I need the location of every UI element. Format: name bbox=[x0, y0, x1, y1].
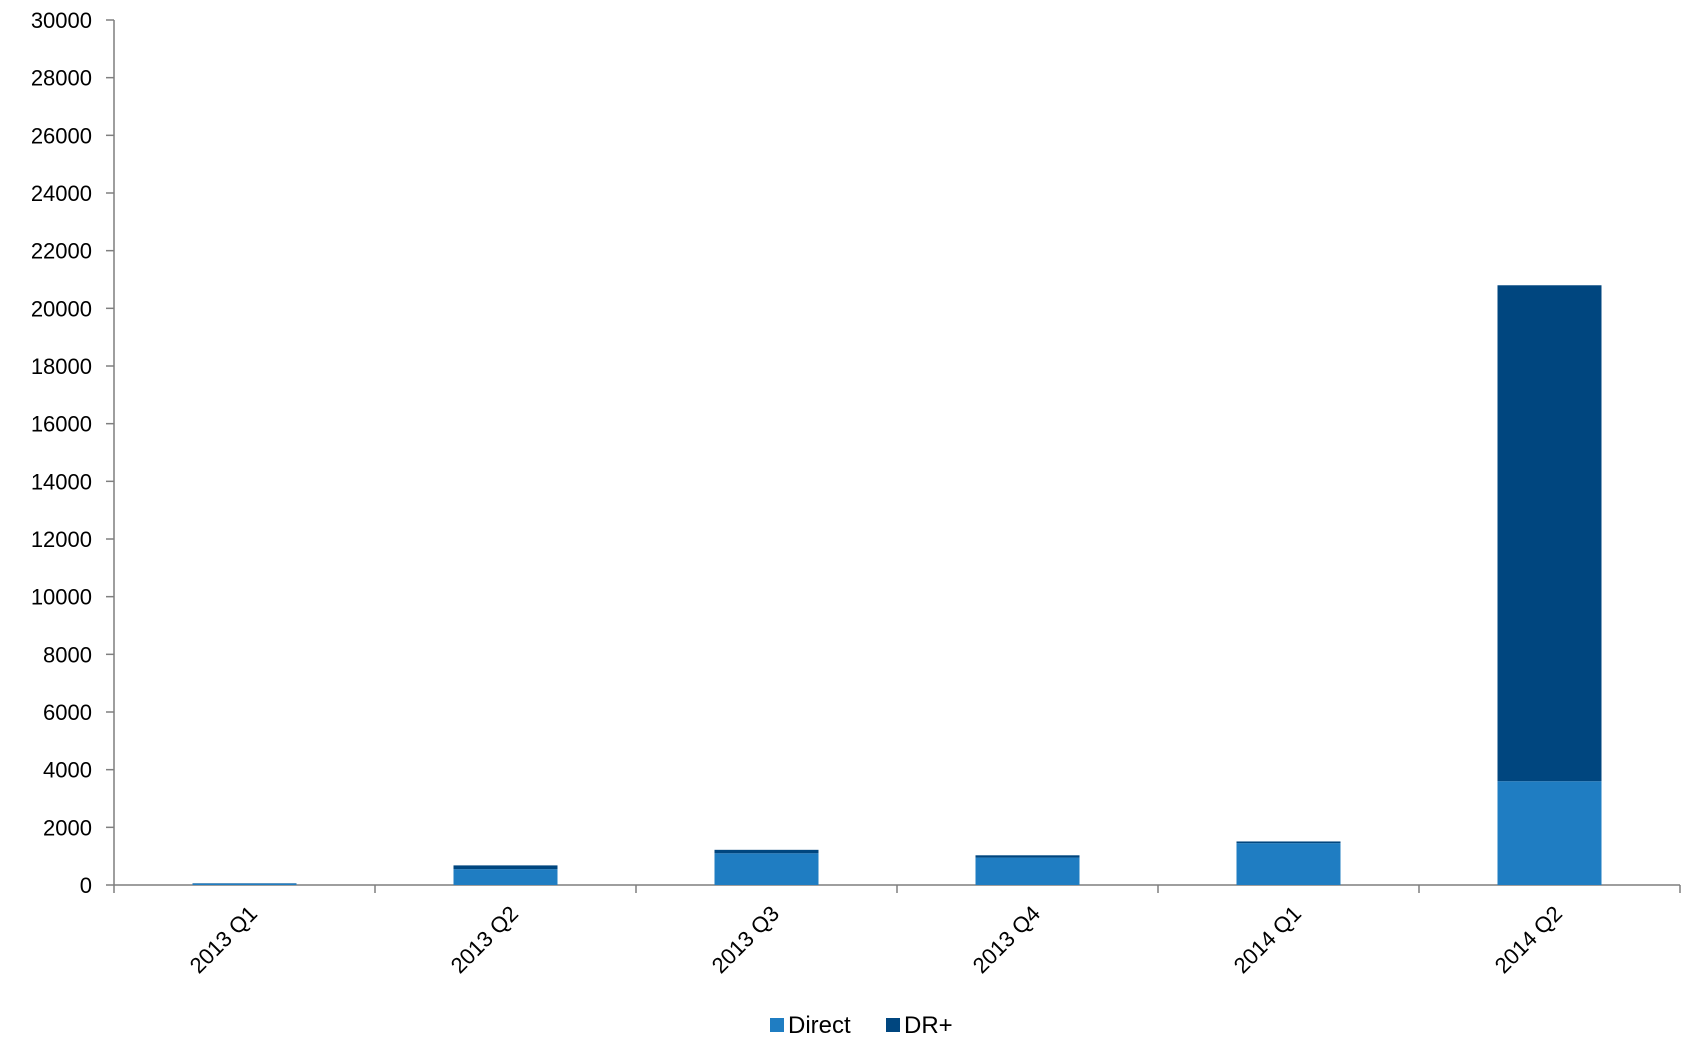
legend-label: DR+ bbox=[904, 1012, 953, 1039]
y-tick-label: 2000 bbox=[43, 815, 92, 840]
x-tick-label: 2013 Q4 bbox=[968, 901, 1045, 978]
y-tick-label: 0 bbox=[80, 873, 92, 898]
y-tick-label: 4000 bbox=[43, 758, 92, 783]
bar-direct-2013-q1 bbox=[192, 883, 297, 885]
legend-swatch bbox=[886, 1018, 900, 1032]
y-tick-label: 20000 bbox=[31, 296, 92, 321]
y-tick-label: 18000 bbox=[31, 354, 92, 379]
legend: Direct DR+ bbox=[770, 1012, 953, 1039]
y-tick-label: 6000 bbox=[43, 700, 92, 725]
y-tick-label: 14000 bbox=[31, 469, 92, 494]
y-tick-label: 22000 bbox=[31, 239, 92, 264]
bar-dr-2013-q3 bbox=[714, 849, 819, 854]
bar-dr-2013-q2 bbox=[453, 865, 558, 870]
y-tick-label: 30000 bbox=[31, 8, 92, 33]
bar-direct-2014-q2 bbox=[1497, 781, 1602, 885]
bars-layer bbox=[192, 285, 1602, 885]
x-tick-label: 2013 Q2 bbox=[446, 901, 523, 978]
y-tick-label: 10000 bbox=[31, 585, 92, 610]
x-tick-label: 2013 Q1 bbox=[185, 901, 262, 978]
x-tick-label: 2014 Q1 bbox=[1229, 901, 1306, 978]
y-tick-label: 28000 bbox=[31, 66, 92, 91]
labels-layer: 0 2000 4000 6000 8000 10000 12000 14000 16000 180… bbox=[31, 8, 1567, 978]
x-tick-label: 2014 Q2 bbox=[1490, 901, 1567, 978]
x-tick-label: 2013 Q3 bbox=[707, 901, 784, 978]
bar-direct-2013-q2 bbox=[453, 869, 558, 885]
y-tick-label: 24000 bbox=[31, 181, 92, 206]
legend-swatch bbox=[770, 1018, 784, 1032]
bar-dr-2014-q2 bbox=[1497, 285, 1602, 782]
y-tick-label: 16000 bbox=[31, 412, 92, 437]
legend-label: Direct bbox=[788, 1012, 851, 1039]
bar-direct-2014-q1 bbox=[1236, 843, 1341, 885]
y-tick-label: 26000 bbox=[31, 123, 92, 148]
y-tick-label: 12000 bbox=[31, 527, 92, 552]
bar-dr-2014-q1 bbox=[1236, 841, 1341, 844]
bar-direct-2013-q4 bbox=[975, 857, 1080, 885]
bar-direct-2013-q3 bbox=[714, 853, 819, 885]
axes-layer bbox=[106, 19, 1681, 893]
y-tick-label: 8000 bbox=[43, 642, 92, 667]
bar-dr-2013-q4 bbox=[975, 855, 1080, 858]
